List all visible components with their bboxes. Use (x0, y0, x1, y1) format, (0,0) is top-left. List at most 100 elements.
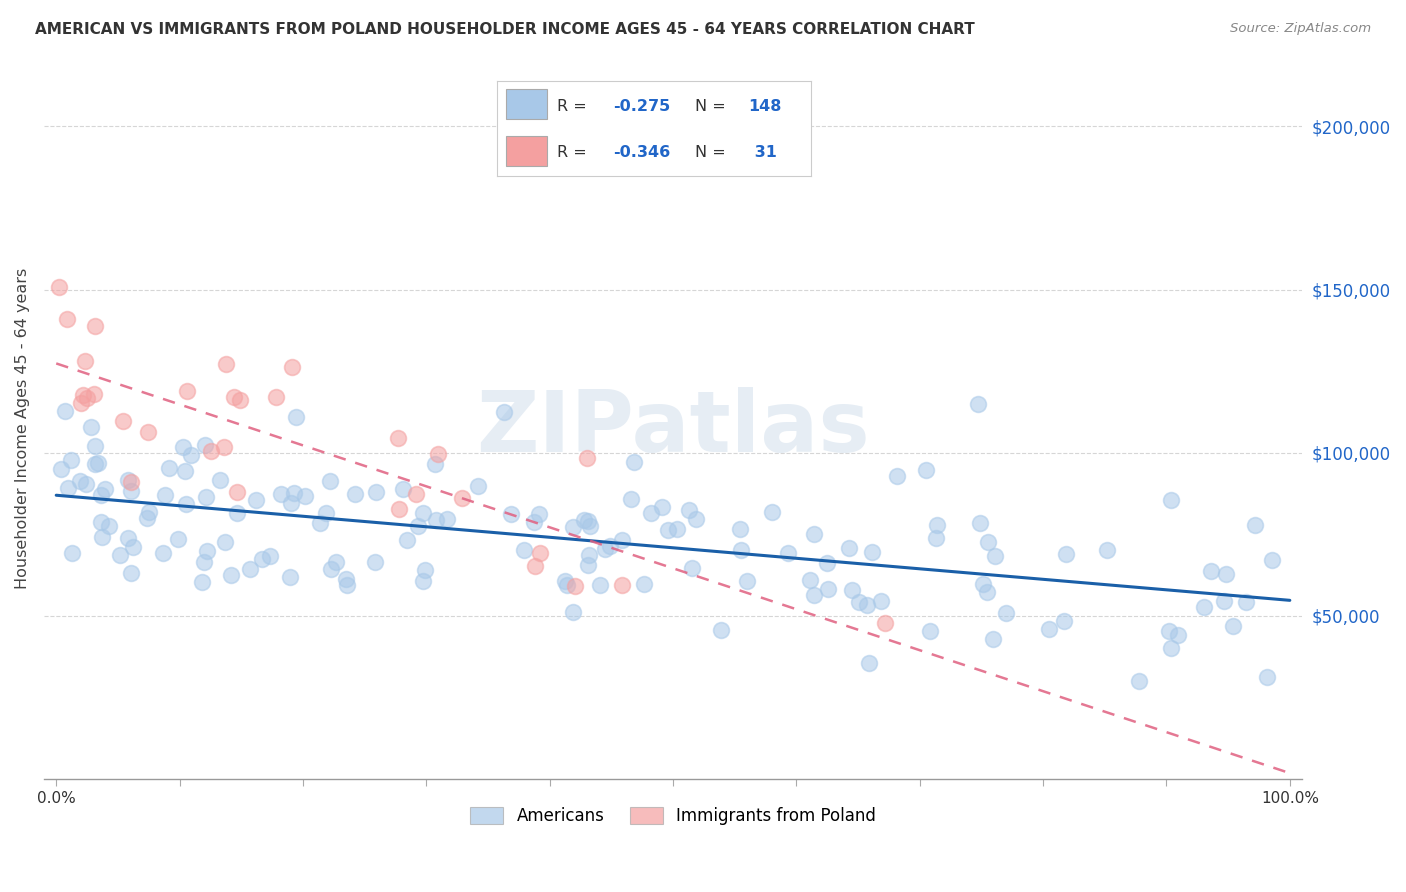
Point (219, 568, 242, 582)
Point (59, 453, 82, 467)
Point (610, 578, 633, 592)
Point (578, 518, 600, 533)
Point (984, 549, 1007, 563)
Point (122, 540, 145, 554)
Point (245, 492, 267, 507)
Point (870, 594, 893, 608)
Point (222, 390, 245, 404)
Point (405, 487, 427, 501)
Point (174, 497, 197, 511)
Point (239, 562, 262, 576)
Point (48, 279, 70, 293)
Point (172, 440, 194, 454)
Point (574, 513, 596, 527)
Point (152, 546, 174, 560)
Point (117, 473, 139, 487)
Point (1054, 547, 1077, 561)
Point (153, 487, 176, 501)
Point (336, 578, 359, 592)
Point (1243, 518, 1265, 533)
Point (925, 517, 948, 532)
Point (730, 543, 752, 558)
Point (69, 475, 91, 489)
Point (589, 577, 612, 591)
Point (562, 519, 585, 533)
Point (84, 319, 107, 334)
Point (976, 585, 998, 599)
Point (640, 506, 662, 520)
Point (319, 475, 342, 489)
Point (395, 533, 418, 547)
Point (60, 546, 83, 560)
Point (886, 469, 908, 483)
Legend: Americans, Immigrants from Poland: Americans, Immigrants from Poland (461, 799, 884, 834)
Point (561, 605, 583, 619)
Point (283, 486, 305, 500)
Point (815, 556, 838, 570)
Text: AMERICAN VS IMMIGRANTS FROM POLAND HOUSEHOLDER INCOME AGES 45 - 64 YEARS CORRELA: AMERICAN VS IMMIGRANTS FROM POLAND HOUSE… (35, 22, 974, 37)
Point (229, 393, 252, 408)
Point (193, 438, 215, 452)
Point (111, 414, 134, 428)
Point (325, 555, 347, 569)
Point (925, 531, 948, 545)
Point (977, 534, 1000, 549)
Point (135, 511, 157, 525)
Point (412, 507, 434, 521)
Point (195, 490, 218, 504)
Point (83, 439, 105, 453)
Point (972, 576, 994, 591)
Point (280, 496, 302, 510)
Point (860, 545, 883, 559)
Point (1038, 622, 1060, 636)
Point (157, 461, 180, 475)
Point (415, 563, 437, 577)
Point (90, 530, 112, 544)
Point (308, 516, 330, 530)
Point (527, 507, 550, 521)
Point (191, 574, 214, 589)
Point (966, 397, 988, 411)
Point (214, 534, 236, 549)
Point (1192, 599, 1215, 614)
Point (138, 505, 160, 519)
Point (803, 527, 825, 541)
Point (1167, 628, 1189, 642)
Point (270, 487, 292, 501)
Point (1160, 640, 1182, 655)
Point (678, 503, 700, 517)
Point (225, 484, 247, 499)
Point (578, 548, 600, 562)
Point (981, 632, 1004, 647)
Point (53, 403, 76, 417)
Point (366, 485, 388, 500)
Point (215, 357, 238, 371)
Point (1053, 614, 1076, 628)
Point (315, 506, 337, 520)
Point (620, 491, 643, 506)
Text: Source: ZipAtlas.com: Source: ZipAtlas.com (1230, 22, 1371, 36)
Point (195, 544, 218, 558)
Point (969, 516, 991, 530)
Point (1128, 673, 1150, 688)
Point (778, 546, 800, 560)
Point (817, 582, 839, 596)
Point (94, 482, 117, 496)
Point (136, 425, 159, 440)
Point (364, 555, 387, 569)
Point (193, 555, 215, 569)
Point (576, 558, 599, 572)
Point (319, 562, 342, 576)
Point (200, 444, 222, 458)
Point (1212, 594, 1234, 608)
Point (266, 390, 288, 404)
Point (593, 542, 616, 557)
Point (709, 624, 731, 638)
Point (108, 549, 131, 563)
Point (856, 599, 879, 613)
Point (79, 420, 101, 434)
Point (623, 455, 645, 469)
Point (83, 457, 105, 471)
Point (250, 552, 273, 566)
Point (425, 513, 447, 527)
